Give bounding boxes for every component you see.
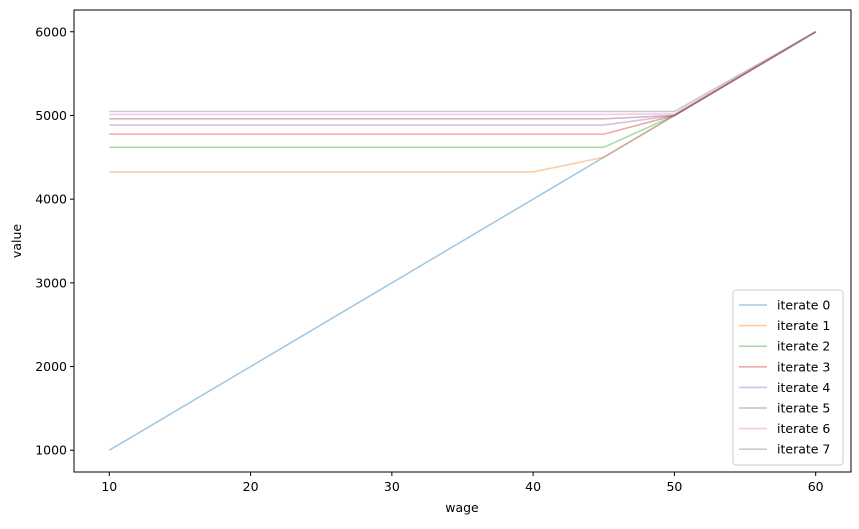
y-tick-label: 2000 <box>35 359 67 374</box>
series-line-5 <box>109 31 817 120</box>
y-axis-label: value <box>9 224 24 258</box>
plot-frame <box>73 9 852 473</box>
x-tick-label: 60 <box>808 479 824 494</box>
legend-label-2: iterate 2 <box>777 339 830 354</box>
series-line-1 <box>109 31 817 173</box>
x-tick-label: 40 <box>525 479 541 494</box>
series-line-7 <box>109 31 817 113</box>
legend: iterate 0 iterate 1 iterate 2 iterate 3 iter… <box>732 289 844 466</box>
y-tick-label: 3000 <box>35 275 67 290</box>
x-tick-label: 30 <box>384 479 400 494</box>
legend-label-3: iterate 3 <box>777 359 830 374</box>
y-tick-label: 6000 <box>35 24 67 39</box>
legend-label-5: iterate 5 <box>777 401 830 416</box>
series-line-2 <box>109 31 817 149</box>
legend-label-7: iterate 7 <box>777 442 830 457</box>
legend-label-6: iterate 6 <box>777 421 830 436</box>
x-tick-label: 10 <box>101 479 117 494</box>
legend-label-4: iterate 4 <box>777 380 830 395</box>
legend-box <box>732 289 844 466</box>
plot-lines <box>108 31 817 451</box>
legend-label-1: iterate 1 <box>777 318 830 333</box>
y-tick-label: 5000 <box>35 108 67 123</box>
x-axis-label: wage <box>445 500 479 515</box>
axis-ticks: 10 20 30 40 50 60 1000 2000 3000 4000 5000 6000 <box>35 24 823 494</box>
y-tick-label: 4000 <box>35 192 67 207</box>
x-tick-label: 20 <box>243 479 259 494</box>
legend-label-0: iterate 0 <box>777 298 830 313</box>
x-tick-label: 50 <box>666 479 682 494</box>
series-line-3 <box>109 31 817 135</box>
series-line-6 <box>109 31 817 116</box>
series-line-0 <box>108 31 817 451</box>
y-tick-label: 1000 <box>35 443 67 458</box>
series-line-4 <box>109 31 817 126</box>
